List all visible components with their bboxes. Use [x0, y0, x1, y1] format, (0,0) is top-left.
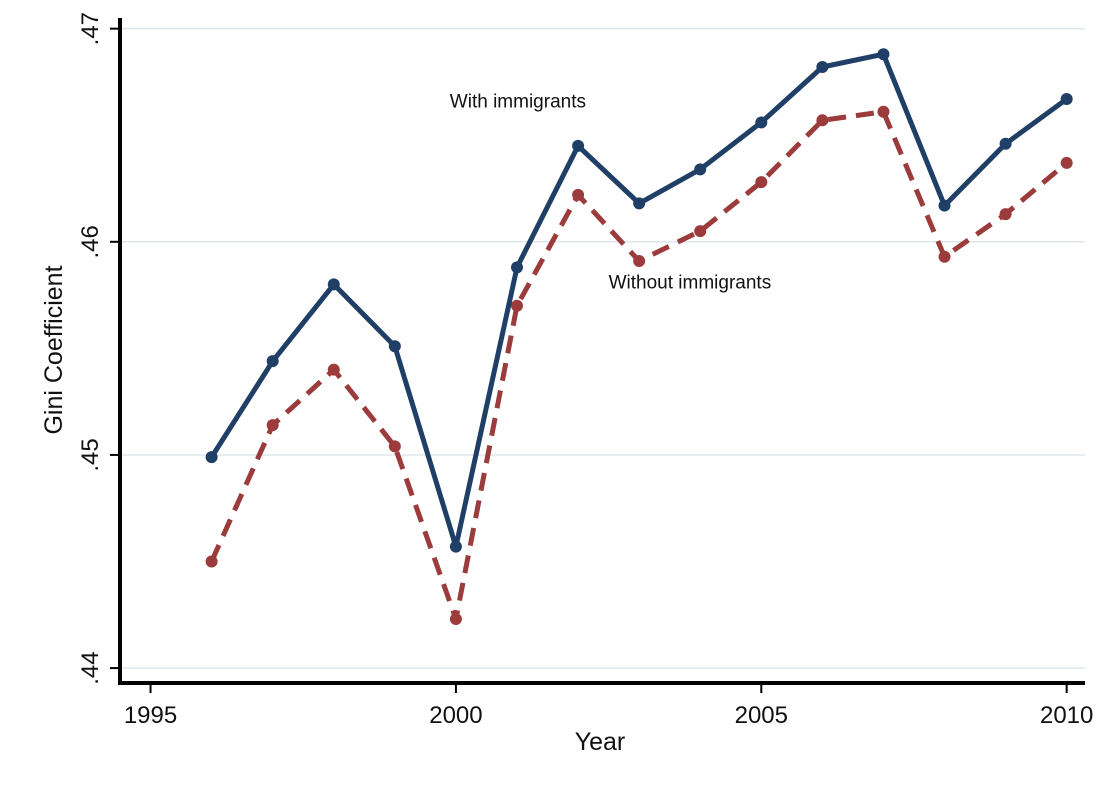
data-point: [327, 363, 340, 376]
data-point: [938, 199, 951, 212]
data-series: [205, 48, 1073, 626]
y-tick-label: .44: [77, 651, 104, 684]
x-axis-title: Year: [575, 728, 626, 756]
series-solid-line: [205, 48, 1073, 553]
data-point: [694, 163, 707, 176]
series-annotation: Without immigrants: [609, 273, 772, 294]
data-point: [1060, 156, 1073, 169]
data-point: [510, 299, 523, 312]
data-point: [633, 197, 646, 210]
data-point: [388, 340, 401, 353]
x-tick-label: 2010: [1040, 702, 1093, 729]
data-point: [877, 48, 890, 61]
y-tick-label: .46: [77, 225, 104, 258]
data-point: [327, 278, 340, 291]
data-point: [572, 139, 585, 152]
series-dashed-line: [205, 105, 1073, 626]
ticks: .44 .45 .46 .47 1995 2000 2005 2010: [77, 12, 1093, 729]
x-tick-label: 1995: [124, 702, 177, 729]
y-tick-label: .45: [77, 438, 104, 471]
data-point: [755, 116, 768, 129]
data-point: [572, 188, 585, 201]
data-point: [388, 440, 401, 453]
data-point: [938, 250, 951, 263]
data-point: [205, 555, 218, 568]
annotations: With immigrants Without immigrants: [450, 92, 771, 294]
x-tick-label: 2000: [429, 702, 482, 729]
y-tick-label: .47: [77, 12, 104, 45]
data-point: [205, 451, 218, 464]
data-point: [816, 61, 829, 74]
data-point: [999, 208, 1012, 221]
data-point: [449, 613, 462, 626]
axes: [118, 18, 1085, 685]
x-tick-label: 2005: [735, 702, 788, 729]
data-point: [816, 114, 829, 127]
data-point: [755, 176, 768, 189]
data-point: [510, 261, 523, 274]
grid-lines: [120, 27, 1085, 669]
data-point: [449, 540, 462, 553]
data-point: [999, 137, 1012, 150]
data-point: [266, 355, 279, 368]
data-point: [877, 105, 890, 118]
data-point: [694, 225, 707, 238]
data-point: [266, 419, 279, 432]
series-path: [209, 51, 1069, 550]
y-axis-title: Gini Coefficient: [40, 265, 68, 434]
data-point: [1060, 92, 1073, 105]
data-point: [633, 254, 646, 267]
series-annotation: With immigrants: [450, 92, 586, 113]
